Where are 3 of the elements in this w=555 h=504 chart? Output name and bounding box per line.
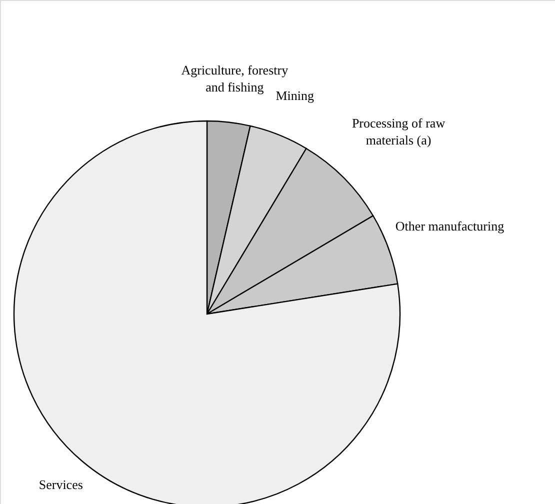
slice-label: Services: [38, 477, 83, 492]
slice-label: Processing of raw materials (a): [352, 116, 446, 148]
slice-label: Other manufacturing: [395, 218, 505, 234]
